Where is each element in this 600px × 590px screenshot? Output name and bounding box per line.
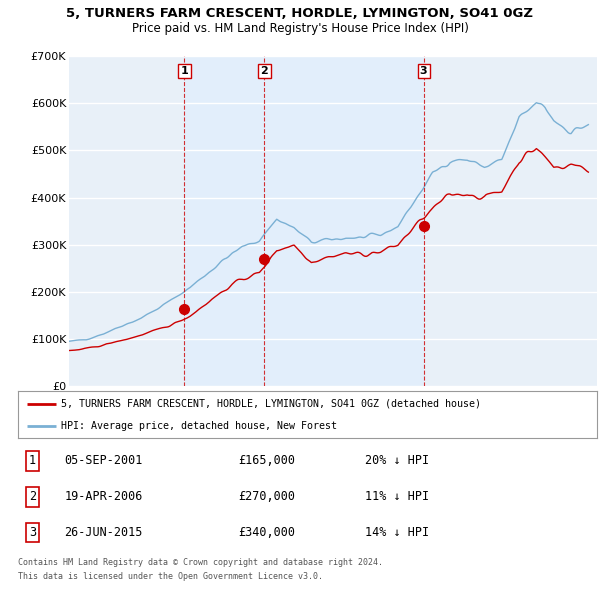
Text: 1: 1 bbox=[181, 66, 188, 76]
Text: 2: 2 bbox=[260, 66, 268, 76]
Text: £270,000: £270,000 bbox=[238, 490, 295, 503]
Text: This data is licensed under the Open Government Licence v3.0.: This data is licensed under the Open Gov… bbox=[18, 572, 323, 581]
Text: £340,000: £340,000 bbox=[238, 526, 295, 539]
Text: 3: 3 bbox=[420, 66, 427, 76]
Text: 11% ↓ HPI: 11% ↓ HPI bbox=[365, 490, 430, 503]
Text: 14% ↓ HPI: 14% ↓ HPI bbox=[365, 526, 430, 539]
Text: 2: 2 bbox=[29, 490, 36, 503]
Text: 1: 1 bbox=[29, 454, 36, 467]
Bar bbox=[184, 56, 265, 386]
Text: 26-JUN-2015: 26-JUN-2015 bbox=[64, 526, 143, 539]
Text: £165,000: £165,000 bbox=[238, 454, 295, 467]
Text: 3: 3 bbox=[29, 526, 36, 539]
Text: 5, TURNERS FARM CRESCENT, HORDLE, LYMINGTON, SO41 0GZ (detached house): 5, TURNERS FARM CRESCENT, HORDLE, LYMING… bbox=[61, 399, 481, 409]
Text: 5, TURNERS FARM CRESCENT, HORDLE, LYMINGTON, SO41 0GZ: 5, TURNERS FARM CRESCENT, HORDLE, LYMING… bbox=[67, 7, 533, 20]
Text: 19-APR-2006: 19-APR-2006 bbox=[64, 490, 143, 503]
Text: HPI: Average price, detached house, New Forest: HPI: Average price, detached house, New … bbox=[61, 421, 337, 431]
Text: 05-SEP-2001: 05-SEP-2001 bbox=[64, 454, 143, 467]
Text: Price paid vs. HM Land Registry's House Price Index (HPI): Price paid vs. HM Land Registry's House … bbox=[131, 22, 469, 35]
Bar bbox=[265, 56, 424, 386]
Text: Contains HM Land Registry data © Crown copyright and database right 2024.: Contains HM Land Registry data © Crown c… bbox=[18, 558, 383, 566]
Text: 20% ↓ HPI: 20% ↓ HPI bbox=[365, 454, 430, 467]
